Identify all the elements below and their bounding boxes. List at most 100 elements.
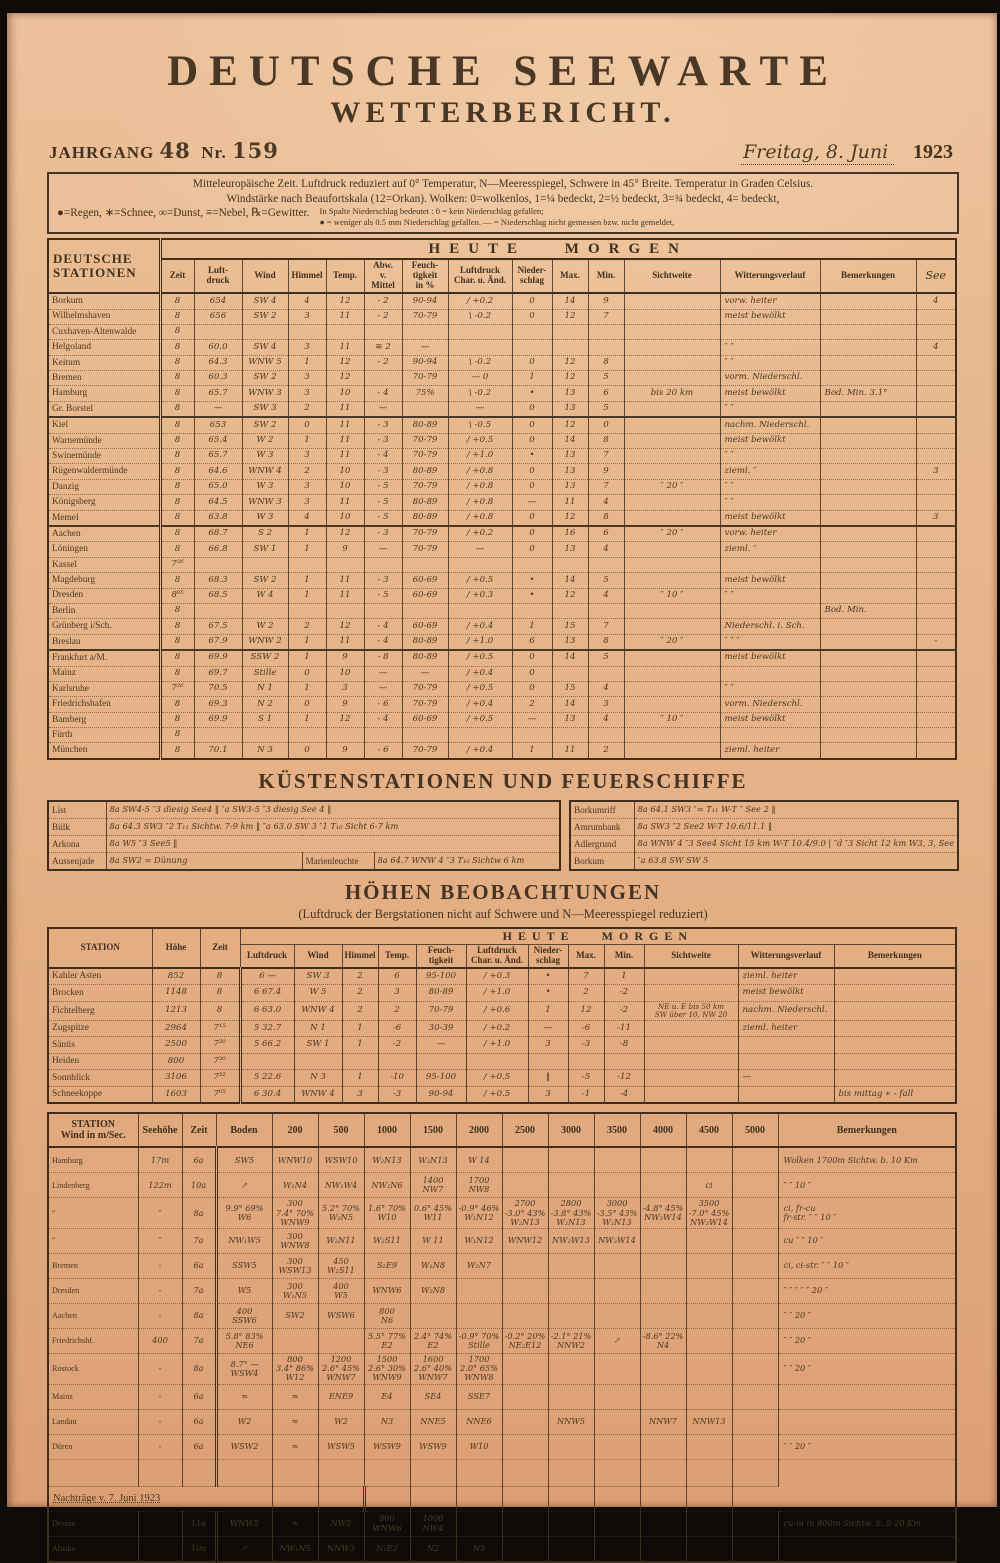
table-cell: -3 [567, 1036, 604, 1054]
table-cell: / +0.2 [447, 524, 512, 542]
table-cell: 6 [377, 967, 416, 985]
table-cell: 90-94 [415, 1085, 466, 1104]
station-cell: Brocken [47, 984, 152, 1002]
table-cell: NW₂N6 [363, 1172, 410, 1198]
table-cell [915, 742, 957, 759]
table-cell [737, 1052, 834, 1070]
table-cell: 80-89 [401, 649, 448, 666]
table-cell: 1700 NW8 [455, 1172, 502, 1198]
table-cell [193, 556, 242, 573]
table-cell [915, 541, 957, 558]
table-cell: 67.9 [193, 633, 242, 651]
table-cell: cu-ni in 800m Sichtw. b. 5-20 Km [777, 1510, 956, 1537]
table-cell [777, 1458, 956, 1487]
table-row: Bamberg 8 69.9 S 1 1 12- 4 60-69/ +0.5—13 4 ″ 10… [47, 711, 957, 728]
table-cell: / +0.5 [447, 432, 512, 449]
kuesten-right-body: Borkumriff 8a 64.1 SW3 ″∞ T₁₁ W-T ″ See 2… [569, 800, 959, 870]
table-row: Lindenberg 122m 10a ↗ W₁N4 NW₁W4 NW₂N6 1400 NW7… [47, 1172, 956, 1198]
table-cell: WNW 4 [293, 1085, 342, 1104]
table-cell: 12 [325, 354, 364, 371]
table-cell: 11 [325, 633, 364, 651]
table-cell [455, 1458, 502, 1487]
table-cell: / +0.5 [447, 680, 512, 697]
table-cell [685, 1383, 732, 1410]
table-cell: nachm. Niederschl. [719, 416, 820, 434]
table-cell [317, 1485, 364, 1512]
table-cell [915, 618, 957, 635]
table-cell [623, 665, 720, 682]
table-cell: zieml. heiter [719, 742, 820, 759]
table-cell: 5.2° 70% W₂N5 [317, 1197, 364, 1229]
table-cell [915, 587, 957, 604]
table-cell: 8 [159, 385, 194, 402]
table-row: Heiden 800 7³⁰ [47, 1052, 957, 1070]
table-cell: 9 [325, 649, 364, 666]
table-cell: 4 [287, 292, 326, 310]
table-cell [193, 602, 242, 619]
table-cell: 70.5 [193, 680, 242, 697]
table-cell: WSW9 [363, 1433, 410, 1460]
table-row: Löningen 8 66.8 SW 1 1 9—70-79—0 13 4 zieml. ″ [47, 541, 957, 558]
column-header: Feuch- tigkeit [415, 944, 466, 968]
table-cell: 0 [287, 696, 326, 713]
station-cell: Nachträge v. 7. Juni 1923 [47, 1485, 272, 1512]
table-cell: NW₁W5 [214, 1228, 272, 1254]
table-cell [363, 727, 402, 743]
table-cell: 0 [511, 463, 552, 480]
table-cell: ″ ″ 20 ″ [777, 1433, 956, 1460]
table-cell: NW₁W4 [317, 1172, 364, 1198]
table-cell [593, 1433, 640, 1460]
table-cell: W 5 [293, 984, 342, 1002]
table-cell: N 3 [293, 1069, 342, 1087]
table-cell: 8 [199, 967, 240, 985]
kuesten-heading: KÜSTENSTATIONEN UND FEUERSCHIFFE [258, 768, 748, 793]
station-cell: Arkona [47, 834, 106, 853]
table-cell: -10 [377, 1069, 416, 1087]
station-cell: Magdeburg [47, 572, 162, 589]
table-cell: 7a [181, 1278, 216, 1304]
column-header: Zeit [159, 259, 194, 294]
table-cell [819, 742, 916, 759]
table-cell [685, 1458, 732, 1487]
table-cell: 8a W5 ″3 See5 ‖ [105, 834, 561, 853]
table-cell [501, 1535, 548, 1562]
table-cell: 8 [159, 649, 194, 666]
table-cell [819, 649, 916, 666]
table-cell: 8a 64.1 SW3 ″∞ T₁₁ W-T ″ See 2 ‖ [633, 800, 959, 819]
table-cell: 2800 -3.8° 43% W₂N13 [547, 1197, 594, 1229]
table-cell: WNW 2 [241, 633, 288, 651]
table-cell: 1 [287, 649, 326, 666]
page-title: DEUTSCHE SEEWARTE [167, 48, 839, 95]
table-cell: — 0 [447, 370, 512, 386]
table-cell [685, 1535, 732, 1562]
table-cell: \ -0.2 [447, 308, 512, 325]
table-cell: 8a [181, 1303, 216, 1329]
table-cell [447, 602, 512, 619]
stations-table-body: Borkum 8 654 SW 4 4 12- 2 90-94/ +0.2 0 14 9 vorw.… [47, 292, 957, 759]
table-row: Mainz -6a ≈ ≈ ENE9 E4 SE4 SSE7 [47, 1383, 956, 1410]
table-cell [551, 665, 588, 682]
table-cell: • [527, 984, 568, 1002]
station-cell: Borkum [47, 292, 162, 310]
table-cell: ″ ″ 20 ″ [777, 1353, 956, 1385]
table-cell: 8a SW3 ″2 See2 W-T 10.6/11.1 ‖ [633, 817, 959, 836]
column-header: Nieder- schlag [511, 259, 552, 294]
table-cell: 68.3 [193, 572, 242, 589]
table-cell [623, 649, 720, 666]
column-header: 4000 [639, 1113, 686, 1148]
table-cell [731, 1353, 778, 1385]
table-cell [685, 1510, 732, 1537]
station-cell: Dessau [47, 1510, 138, 1537]
table-cell: W₂N13 [409, 1146, 456, 1173]
station-cell: Friedrichshf. [47, 1328, 138, 1354]
table-cell [915, 448, 957, 464]
table-cell [819, 509, 916, 526]
table-cell: 8a [181, 1353, 216, 1385]
table-cell [731, 1328, 778, 1354]
table-row: Düren -6a WSW2 ≈ WSW5 WSW9 WSW9 W10 ″ ″ 20 ″ [47, 1433, 956, 1460]
table-cell: 5 22.6 [238, 1069, 294, 1087]
table-cell [271, 1458, 318, 1487]
table-cell [639, 1353, 686, 1385]
table-cell: 68.5 [193, 587, 242, 604]
kuesten-tables: List 8a SW4-5 ″3 diesig See4 ‖ ″a SW3-5 ″… [47, 799, 960, 871]
